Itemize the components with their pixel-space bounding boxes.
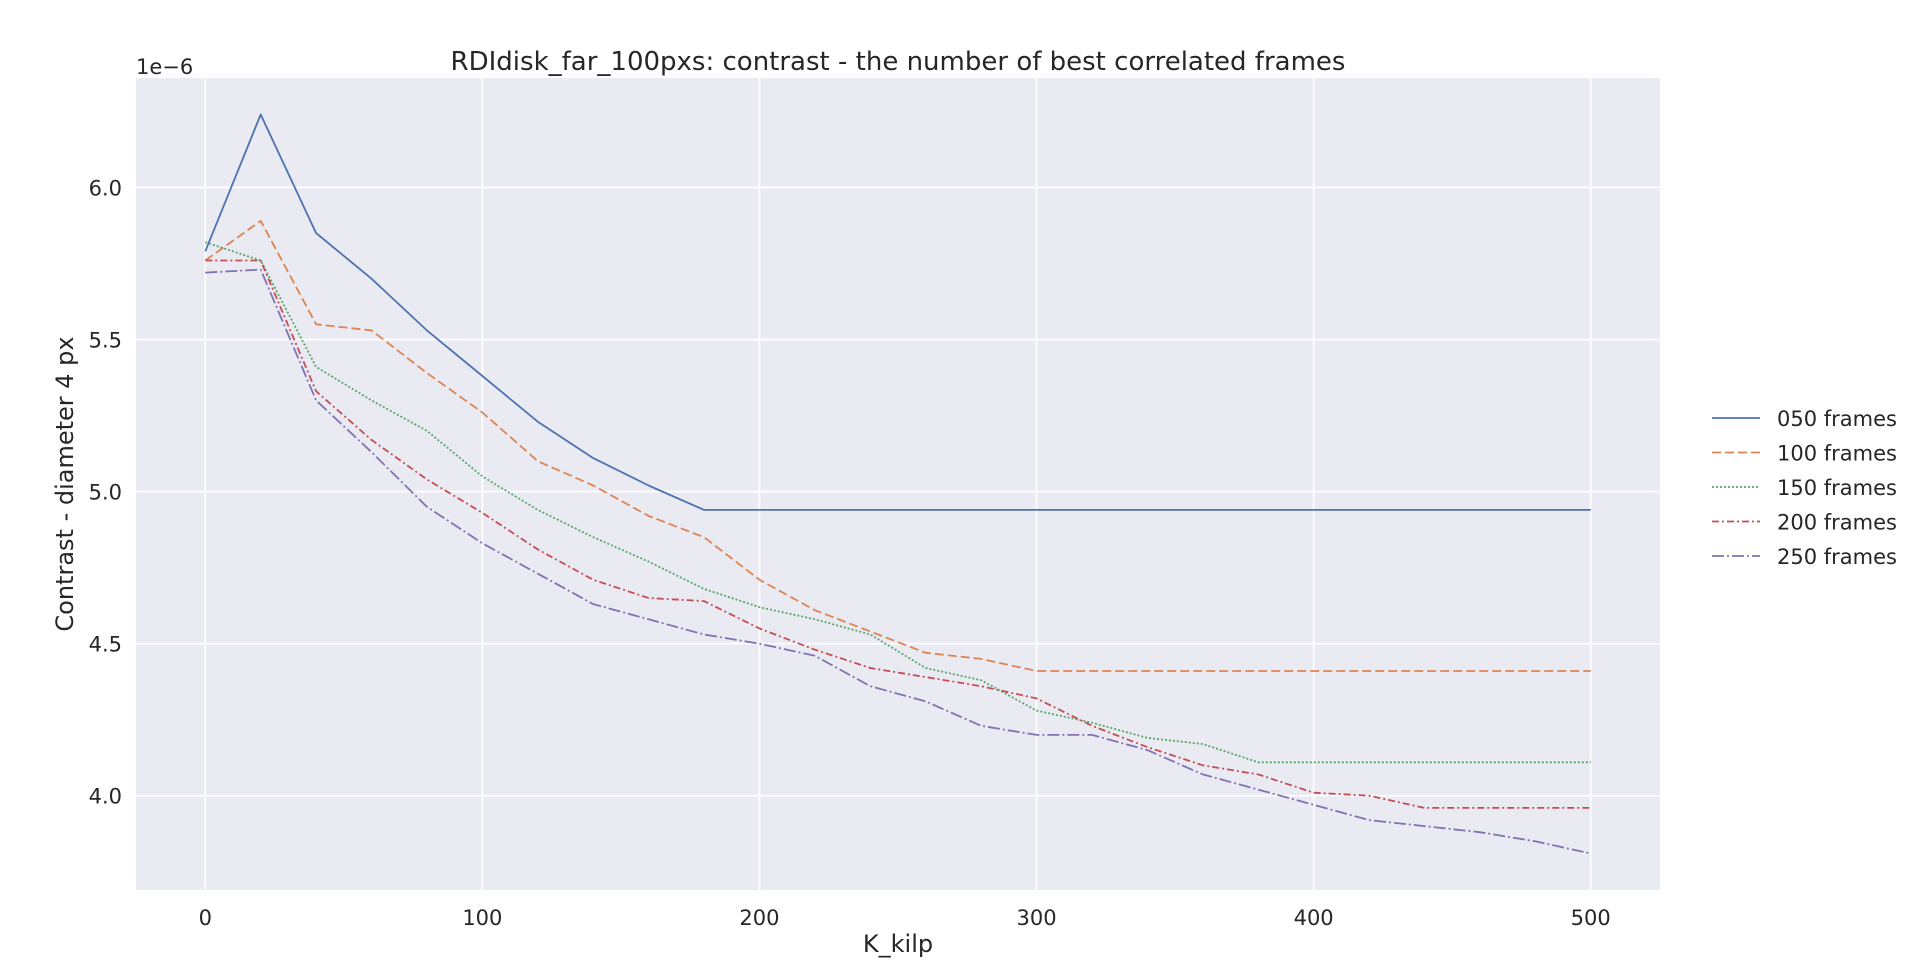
legend-label-4: 200 frames [1777, 511, 1897, 535]
series-line-1 [204, 113, 1591, 511]
series-line-2 [204, 219, 1591, 672]
grid-lines [136, 78, 1660, 890]
legend-label-5: 250 frames [1777, 545, 1897, 569]
series-line-4 [205, 259, 1591, 809]
y-tick-label: 5.5 [89, 329, 122, 353]
y-tick-label: 6.0 [89, 176, 122, 200]
legend-label-3: 150 frames [1777, 476, 1897, 500]
chart-title: RDIdisk_far_100pxs: contrast - the numbe… [451, 47, 1346, 77]
legend-label-1: 050 frames [1777, 407, 1897, 431]
y-tick-label: 4.5 [89, 633, 122, 657]
y-axis-ticks: 4.0 4.5 5.0 5.5 6.0 [89, 176, 122, 808]
x-tick-label: 100 [462, 906, 502, 930]
series-lines [204, 113, 1591, 855]
y-tick-label: 5.0 [89, 481, 122, 505]
y-axis-label: Contrast - diameter 4 px [51, 336, 79, 631]
x-axis-label: K_kilp [863, 930, 933, 958]
y-tick-label: 4.0 [89, 785, 122, 809]
x-tick-label: 300 [1016, 906, 1056, 930]
y-offset-label: 1e−6 [136, 55, 193, 79]
series-line-5 [205, 268, 1591, 855]
plot-area [136, 78, 1660, 890]
x-tick-label: 200 [739, 906, 779, 930]
x-tick-label: 400 [1294, 906, 1334, 930]
legend-label-2: 100 frames [1777, 442, 1897, 466]
x-axis-ticks: 0 100 200 300 400 500 [199, 906, 1611, 930]
x-tick-label: 500 [1571, 906, 1611, 930]
x-tick-label: 0 [199, 906, 212, 930]
legend: 050 frames 100 frames 150 frames 200 frames… [1712, 407, 1897, 569]
